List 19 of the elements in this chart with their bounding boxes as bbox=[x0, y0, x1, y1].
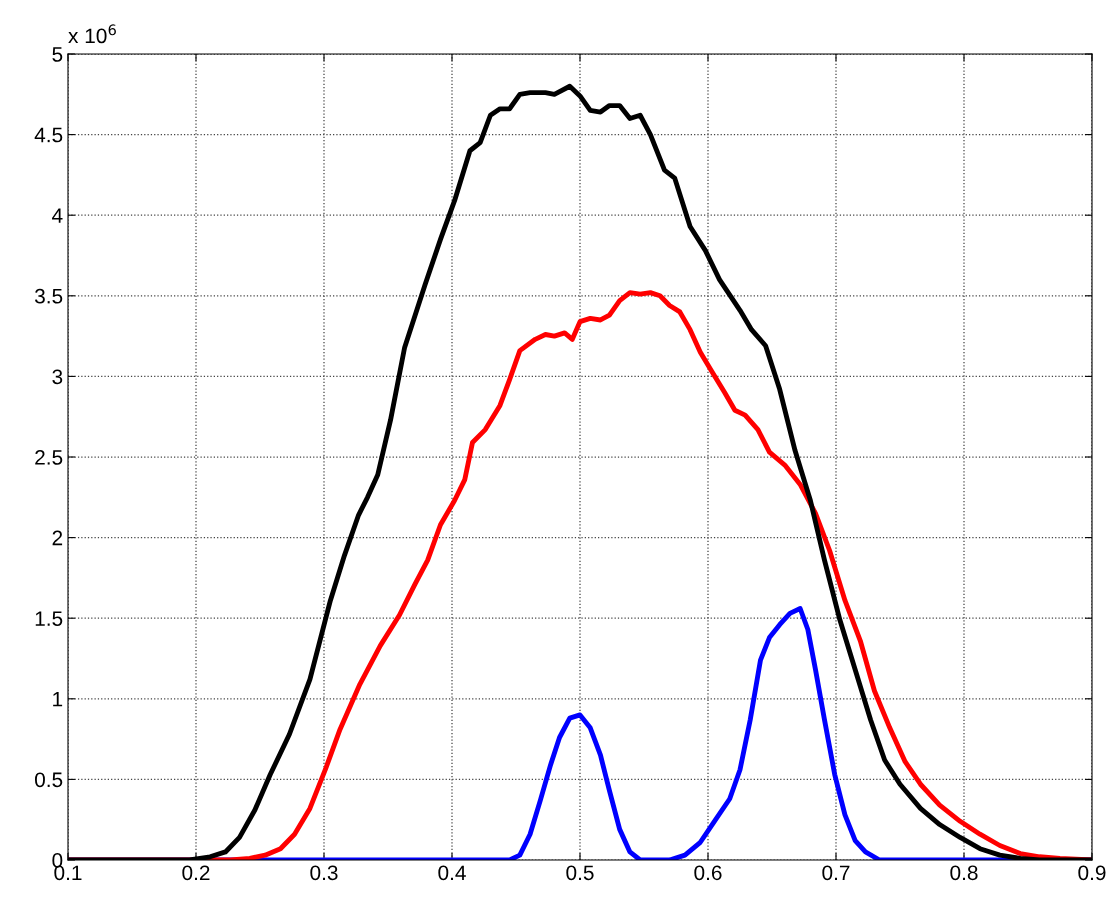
y-tick-label: 0.5 bbox=[34, 772, 63, 788]
x-tick-label: 0.4 bbox=[438, 865, 466, 881]
y-tick-label: 5 bbox=[52, 47, 63, 62]
y-tick-label: 2 bbox=[52, 530, 63, 546]
y-tick-label: 4 bbox=[52, 208, 63, 223]
y-tick-label: 3.5 bbox=[34, 288, 63, 304]
x-tick-label: 0.9 bbox=[1078, 865, 1106, 881]
x-tick-label: 0.3 bbox=[310, 865, 338, 881]
y-tick-label: 1.5 bbox=[35, 611, 63, 626]
y-tick-label: 2.5 bbox=[35, 450, 63, 465]
x-tick-label: 0.7 bbox=[822, 865, 850, 881]
y-tick-label: 1 bbox=[53, 692, 63, 707]
y-tick-label: 4.5 bbox=[34, 127, 63, 143]
x-tick-label: 0.2 bbox=[182, 865, 210, 881]
x-tick-label: 0.6 bbox=[694, 865, 722, 881]
x-tick-label: 0.8 bbox=[950, 865, 978, 881]
y-tick-label: 3 bbox=[52, 369, 63, 385]
x-tick-label: 0.5 bbox=[566, 865, 594, 881]
text: x 10$^{6}$ bbox=[68, 24, 116, 44]
